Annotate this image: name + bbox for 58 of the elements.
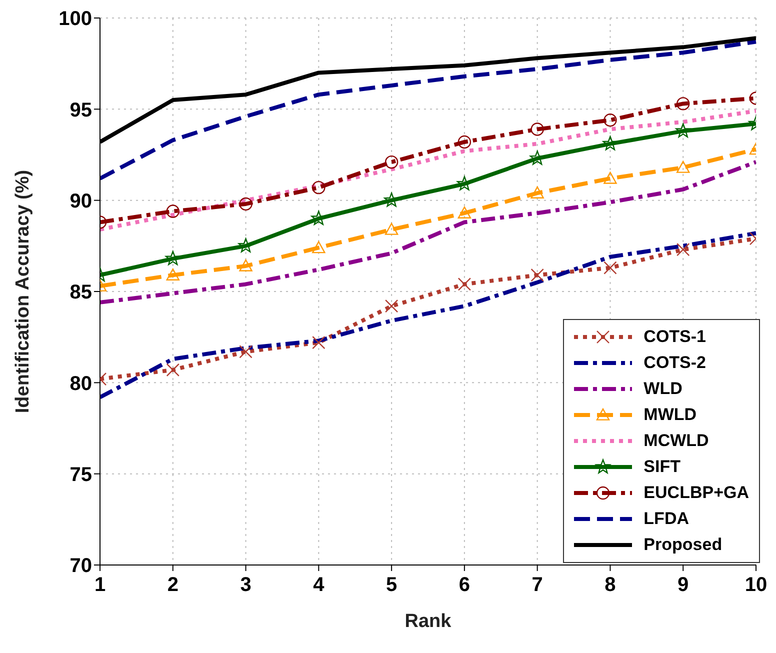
point xyxy=(604,172,617,184)
x-tick-label: 5 xyxy=(386,574,398,596)
legend-label: EUCLBP+GA xyxy=(644,483,749,503)
x-tick-label: 1 xyxy=(94,574,106,596)
y-tick-label: 80 xyxy=(70,372,92,395)
y-tick-label: 95 xyxy=(70,99,92,122)
x-tick-label: 2 xyxy=(167,574,178,596)
y-tick-label: 85 xyxy=(70,282,92,304)
point xyxy=(676,123,691,138)
point xyxy=(530,122,544,136)
x-tick-label: 6 xyxy=(458,574,470,596)
point xyxy=(166,363,180,377)
point xyxy=(165,250,180,266)
legend-label: MWLD xyxy=(644,405,697,425)
point xyxy=(312,180,326,194)
y-tick-label: 100 xyxy=(58,8,92,30)
x-tick-label: 3 xyxy=(240,574,252,596)
line-series xyxy=(100,40,756,180)
x-tick-label: 4 xyxy=(313,574,326,596)
y-tick-label: 70 xyxy=(70,555,92,578)
point xyxy=(604,114,617,127)
point xyxy=(676,97,690,110)
point xyxy=(458,135,472,149)
point xyxy=(239,345,252,358)
legend-label: LFDA xyxy=(644,509,689,529)
line-series xyxy=(100,160,756,304)
x-axis-title: Rank xyxy=(404,611,452,632)
point xyxy=(239,197,252,211)
point xyxy=(456,176,472,190)
point xyxy=(530,268,544,282)
point xyxy=(530,186,544,198)
x-tick-label: 10 xyxy=(744,574,768,596)
x-tick-label: 8 xyxy=(604,574,616,596)
point xyxy=(458,206,472,218)
point xyxy=(676,160,690,173)
y-axis-title: Identification Accuracy (%) xyxy=(12,170,34,414)
point xyxy=(166,204,180,218)
legend-label: SIFT xyxy=(644,457,681,477)
point xyxy=(384,155,398,169)
point xyxy=(602,136,618,150)
legend-label: COTS-2 xyxy=(644,353,706,373)
point xyxy=(312,336,326,350)
point xyxy=(676,242,690,256)
legend-label: COTS-1 xyxy=(644,327,706,347)
y-tick-label: 90 xyxy=(70,190,92,212)
legend-label: Proposed xyxy=(644,535,722,555)
point xyxy=(312,241,326,254)
point xyxy=(384,299,398,313)
point xyxy=(458,278,472,291)
y-tick-label: 75 xyxy=(70,464,92,486)
point xyxy=(239,259,252,272)
point xyxy=(384,222,398,235)
legend-label: MCWLD xyxy=(644,431,709,451)
point xyxy=(604,261,617,274)
x-tick-label: 7 xyxy=(532,574,543,596)
point xyxy=(166,268,180,280)
legend-label: WLD xyxy=(644,379,682,399)
x-tick-label: 9 xyxy=(678,574,689,596)
